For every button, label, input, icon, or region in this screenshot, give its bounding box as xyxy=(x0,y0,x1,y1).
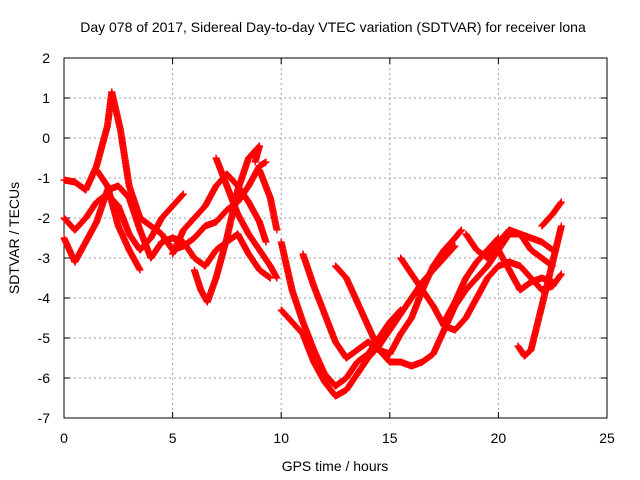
series-track-4 xyxy=(93,166,144,274)
y-tick-label: -5 xyxy=(38,330,51,346)
data-point xyxy=(262,238,270,246)
y-tick-label: -2 xyxy=(38,210,51,226)
data-point xyxy=(179,191,187,199)
x-tick-label: 15 xyxy=(382,430,398,446)
y-axis-label: SDTVAR / TECUs xyxy=(6,182,22,294)
y-tick-label: -6 xyxy=(38,370,51,386)
y-tick-label: 1 xyxy=(42,90,50,106)
y-tick-label: 2 xyxy=(42,50,50,66)
x-tick-label: 10 xyxy=(273,430,289,446)
series-track-1 xyxy=(60,88,270,254)
data-point xyxy=(178,192,186,200)
series-track-10 xyxy=(277,238,405,390)
y-tick-label: -7 xyxy=(38,410,51,426)
x-axis-label: GPS time / hours xyxy=(282,458,389,474)
chart-title: Day 078 of 2017, Sidereal Day-to-day VTE… xyxy=(80,19,586,35)
y-tick-label: -4 xyxy=(38,290,51,306)
y-tick-label: -3 xyxy=(38,250,51,266)
data-point xyxy=(136,266,144,274)
data-point xyxy=(179,190,187,198)
series-track-6 xyxy=(190,142,263,306)
x-tick-label: 0 xyxy=(60,430,68,446)
data-point xyxy=(266,274,274,282)
x-tick-label: 20 xyxy=(491,430,507,446)
axis-ticks: 0 5 10 15 20 25 -7 -6 -5 -4 -3 -2 -1 0 1 2 xyxy=(38,50,615,446)
y-tick-label: 0 xyxy=(42,130,50,146)
x-tick-label: 25 xyxy=(599,430,615,446)
data-point xyxy=(262,158,270,166)
y-tick-label: -1 xyxy=(38,170,51,186)
data-points xyxy=(60,88,565,400)
x-tick-label: 5 xyxy=(169,430,177,446)
